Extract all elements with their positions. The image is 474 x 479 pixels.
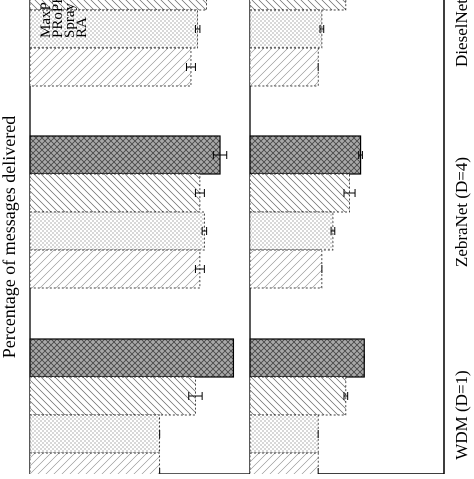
bar-maxprop-panel2-cat1: [249, 452, 319, 479]
bar-spray-and-wait-panel2-cat2: [249, 173, 350, 213]
error-bar-spray-and-wait-panel2-cat2: [343, 189, 356, 197]
tick-label-wdm: WDM (D=1): [452, 370, 471, 459]
error-bar-spray-and-wait-panel2-cat1: [343, 392, 349, 400]
bar-maxprop-panel2-cat2: [249, 249, 323, 289]
bar-spray-and-wait-panel1-cat1: [29, 376, 196, 416]
error-bar-maxprop-panel1-cat3: [185, 63, 196, 71]
legend-entry-maxprop: MaxP: [38, 2, 54, 38]
bar-prophet-panel2-cat2: [249, 211, 334, 251]
error-bar-spray-and-wait-panel1-cat2: [194, 189, 205, 197]
tick-label-dieselnet: DieselNet (D=4): [452, 0, 471, 67]
error-bar-prophet-panel2-cat3: [319, 25, 325, 33]
bar-prophet-panel1-cat1: [29, 414, 161, 454]
tick-label-zebranet: ZebraNet (D=4): [452, 157, 471, 267]
axis-tick-labels: WDM (D=1) ZebraNet (D=4) DieselNet (D=4): [452, 0, 471, 460]
bar-maxprop-panel1-cat2: [29, 249, 201, 289]
bar-spray-and-wait-panel2-cat1: [249, 376, 347, 416]
error-bar-prophet-panel1-cat2: [201, 227, 208, 235]
bar-maxprop-panel1-cat3: [29, 47, 192, 87]
legend-entry-prophet: PRoPH: [50, 0, 66, 38]
bar-ra-panel1-cat1: [29, 338, 235, 378]
error-bar-ra-panel1-cat2: [212, 151, 228, 159]
error-bar-prophet-panel1-cat3: [194, 25, 201, 33]
bar-prophet-panel1-cat2: [29, 211, 205, 251]
legend: MaxP PRoPH Spray and W RA: [38, 0, 90, 38]
legend-entry-ra: RA: [74, 17, 90, 38]
y-axis-label: Percentage of messages delivered: [0, 116, 19, 358]
bar-prophet-panel1-cat3: [29, 9, 199, 49]
legend-entry-spray: Spray and W: [62, 0, 78, 38]
error-bar-spray-and-wait-panel1-cat1: [188, 392, 203, 400]
error-bar-prophet-panel2-cat2: [330, 227, 336, 235]
error-bar-ra-panel2-cat2: [358, 151, 363, 159]
bar-ra-panel2-cat2: [249, 135, 362, 175]
error-bar-maxprop-panel1-cat2: [194, 265, 205, 273]
bar-spray-and-wait-panel1-cat2: [29, 173, 201, 213]
bar-spray-and-wait-panel1-cat3: [29, 0, 207, 11]
bar-maxprop-panel2-cat3: [249, 47, 319, 87]
bar-ra-panel2-cat1: [249, 338, 365, 378]
bar-prophet-panel2-cat3: [249, 9, 323, 49]
bar-spray-and-wait-panel2-cat3: [249, 0, 347, 11]
bar-ra-panel1-cat2: [29, 135, 221, 175]
bar-prophet-panel2-cat1: [249, 414, 319, 454]
bar-maxprop-panel1-cat1: [29, 452, 161, 479]
